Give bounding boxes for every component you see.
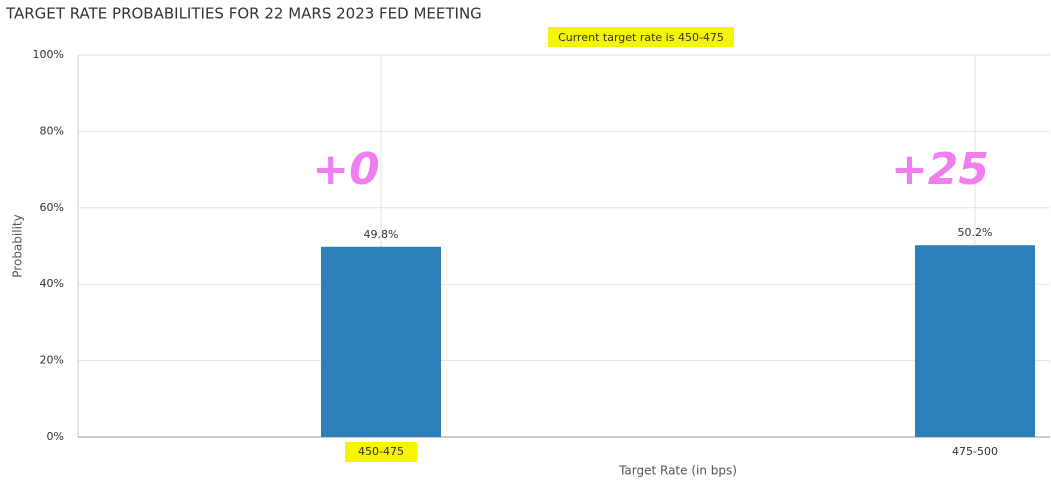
x-axis-label: Target Rate (in bps) bbox=[618, 464, 737, 478]
value-label: 50.2% bbox=[958, 226, 993, 239]
bar bbox=[321, 246, 441, 437]
y-tick-label: 100% bbox=[33, 48, 64, 61]
value-label: 49.8% bbox=[364, 228, 399, 241]
y-tick-label: 0% bbox=[47, 430, 64, 443]
chart-title: TARGET RATE PROBABILITIES FOR 22 MARS 20… bbox=[5, 5, 482, 23]
y-tick-label: 40% bbox=[40, 277, 64, 290]
y-tick-label: 80% bbox=[40, 124, 64, 137]
y-axis-label: Probability bbox=[11, 214, 25, 277]
x-tick-label: 475-500 bbox=[952, 445, 998, 458]
annotation: +0 bbox=[312, 144, 379, 195]
chart-subtitle: Current target rate is 450-475 bbox=[558, 31, 724, 44]
category-highlight bbox=[345, 442, 417, 462]
subtitle-highlight bbox=[548, 27, 734, 47]
annotation: +25 bbox=[891, 144, 989, 195]
y-tick-label: 60% bbox=[40, 201, 64, 214]
x-tick-label: 450-475 bbox=[358, 445, 404, 458]
bar bbox=[915, 245, 1035, 437]
y-tick-label: 20% bbox=[40, 354, 64, 367]
